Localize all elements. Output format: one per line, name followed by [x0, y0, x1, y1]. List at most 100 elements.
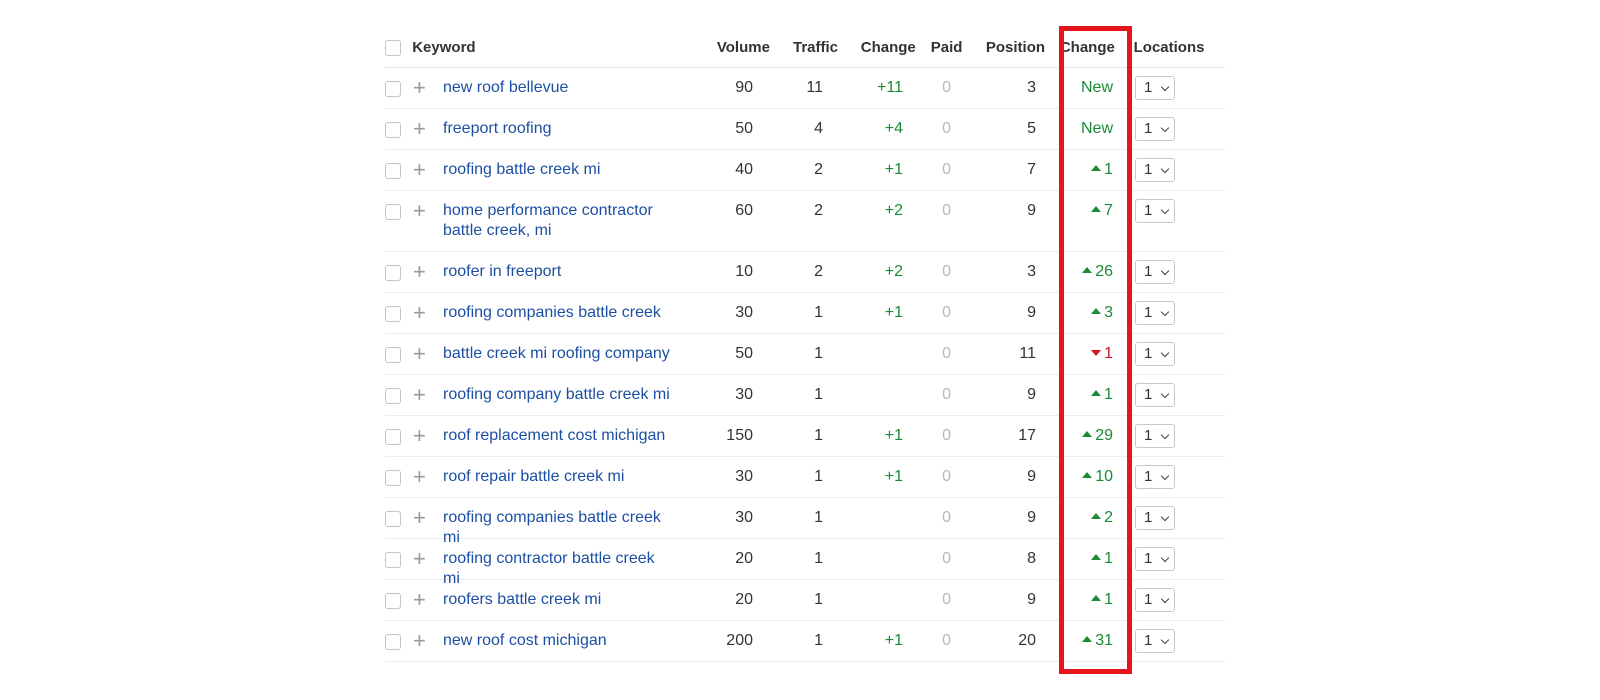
traffic-change-cell: +1: [884, 427, 903, 444]
row-checkbox[interactable]: [385, 306, 401, 322]
locations-dropdown[interactable]: 1: [1135, 506, 1175, 530]
keyword-link[interactable]: roofing company battle creek mi: [443, 386, 670, 403]
keyword-link[interactable]: home performance contractor battle creek…: [443, 202, 653, 239]
locations-cell: 1: [1123, 580, 1221, 612]
locations-cell: 1: [1123, 498, 1221, 530]
keyword-link[interactable]: freeport roofing: [443, 120, 552, 137]
position-change-value: 1: [1104, 161, 1113, 178]
keyword-link[interactable]: roofing battle creek mi: [443, 161, 601, 178]
locations-dropdown[interactable]: 1: [1135, 260, 1175, 284]
row-checkbox[interactable]: [385, 204, 401, 220]
keyword-link[interactable]: roof repair battle creek mi: [443, 468, 625, 485]
position-change-value: 7: [1104, 202, 1113, 219]
row-check-cell: [385, 293, 413, 328]
position-change-value: 1: [1104, 386, 1113, 403]
locations-count: 1: [1144, 550, 1153, 567]
position-change-value: 3: [1104, 304, 1113, 321]
chevron-down-icon: [1160, 594, 1170, 603]
plus-icon[interactable]: +: [413, 587, 426, 612]
row-checkbox[interactable]: [385, 470, 401, 486]
row-checkbox[interactable]: [385, 122, 401, 138]
row-checkbox[interactable]: [385, 511, 401, 527]
row-checkbox[interactable]: [385, 552, 401, 568]
plus-icon[interactable]: +: [413, 75, 426, 100]
header-traffic[interactable]: Traffic: [792, 38, 838, 56]
header-paid[interactable]: Paid: [930, 38, 963, 56]
locations-dropdown[interactable]: 1: [1135, 629, 1175, 653]
locations-dropdown[interactable]: 1: [1135, 199, 1175, 223]
header-traffic-change[interactable]: Change: [860, 38, 916, 56]
position-change-cell: 1: [1036, 580, 1123, 610]
volume-cell: 150: [726, 427, 753, 444]
plus-icon[interactable]: +: [413, 464, 426, 489]
traffic-change-cell: +2: [884, 263, 903, 280]
header-volume[interactable]: Volume: [716, 38, 770, 56]
row-check-cell: [385, 416, 413, 451]
plus-icon[interactable]: +: [413, 116, 426, 141]
keyword-link[interactable]: roofing companies battle creek: [443, 304, 661, 321]
row-checkbox[interactable]: [385, 265, 401, 281]
keyword-link[interactable]: roofing contractor battle creek mi: [443, 550, 655, 587]
select-all-checkbox[interactable]: [385, 39, 401, 56]
keyword-link[interactable]: new roof bellevue: [443, 79, 569, 96]
volume-cell: 30: [735, 304, 753, 321]
header-position[interactable]: Position: [985, 38, 1046, 56]
locations-dropdown[interactable]: 1: [1135, 588, 1175, 612]
keyword-link[interactable]: roofers battle creek mi: [443, 591, 602, 608]
header-keyword[interactable]: Keyword: [412, 38, 476, 56]
locations-dropdown[interactable]: 1: [1135, 158, 1175, 182]
table-row: + roofing company battle creek mi 30 1 0…: [385, 375, 1225, 416]
chevron-down-icon: [1160, 553, 1170, 562]
keyword-link[interactable]: new roof cost michigan: [443, 632, 607, 649]
position-change-cell: 1: [1036, 375, 1123, 405]
volume-cell: 20: [735, 591, 753, 608]
traffic-cell: 2: [814, 161, 823, 178]
plus-icon[interactable]: +: [413, 300, 426, 325]
locations-dropdown[interactable]: 1: [1135, 547, 1175, 571]
locations-cell: 1: [1123, 375, 1221, 407]
plus-icon[interactable]: +: [413, 382, 426, 407]
plus-icon[interactable]: +: [413, 546, 426, 571]
chevron-down-icon: [1160, 512, 1170, 521]
locations-dropdown[interactable]: 1: [1135, 383, 1175, 407]
arrow-up-icon: [1082, 636, 1093, 642]
chevron-down-icon: [1160, 471, 1170, 480]
locations-dropdown[interactable]: 1: [1135, 465, 1175, 489]
row-checkbox[interactable]: [385, 347, 401, 363]
plus-icon[interactable]: +: [413, 259, 426, 284]
chevron-down-icon: [1160, 348, 1170, 357]
locations-count: 1: [1144, 79, 1153, 96]
row-checkbox[interactable]: [385, 593, 401, 609]
row-checkbox[interactable]: [385, 388, 401, 404]
position-cell: 8: [1027, 550, 1036, 567]
table-header: Keyword Volume Traffic Change Paid Posit…: [385, 28, 1225, 68]
locations-dropdown[interactable]: 1: [1135, 301, 1175, 325]
keyword-link[interactable]: roofing companies battle creek mi: [443, 509, 661, 546]
row-check-cell: [385, 150, 413, 185]
traffic-cell: 1: [814, 632, 823, 649]
position-change-cell: 7: [1036, 191, 1123, 221]
row-checkbox[interactable]: [385, 634, 401, 650]
arrow-up-icon: [1091, 206, 1102, 212]
locations-dropdown[interactable]: 1: [1135, 117, 1175, 141]
row-checkbox[interactable]: [385, 163, 401, 179]
keyword-link[interactable]: roofer in freeport: [443, 263, 562, 280]
plus-icon[interactable]: +: [413, 341, 426, 366]
arrow-up-icon: [1082, 431, 1093, 437]
paid-cell: 0: [942, 591, 951, 608]
row-checkbox[interactable]: [385, 81, 401, 97]
plus-icon[interactable]: +: [413, 423, 426, 448]
header-locations[interactable]: Locations: [1133, 38, 1205, 56]
header-position-change[interactable]: Change: [1059, 38, 1115, 56]
plus-icon[interactable]: +: [413, 198, 426, 223]
locations-dropdown[interactable]: 1: [1135, 424, 1175, 448]
keyword-link[interactable]: roof replacement cost michigan: [443, 427, 666, 444]
keyword-link[interactable]: battle creek mi roofing company: [443, 345, 670, 362]
row-checkbox[interactable]: [385, 429, 401, 445]
row-check-cell: [385, 109, 413, 144]
plus-icon[interactable]: +: [413, 505, 426, 530]
locations-dropdown[interactable]: 1: [1135, 342, 1175, 366]
plus-icon[interactable]: +: [413, 628, 426, 653]
locations-dropdown[interactable]: 1: [1135, 76, 1175, 100]
plus-icon[interactable]: +: [413, 157, 426, 182]
